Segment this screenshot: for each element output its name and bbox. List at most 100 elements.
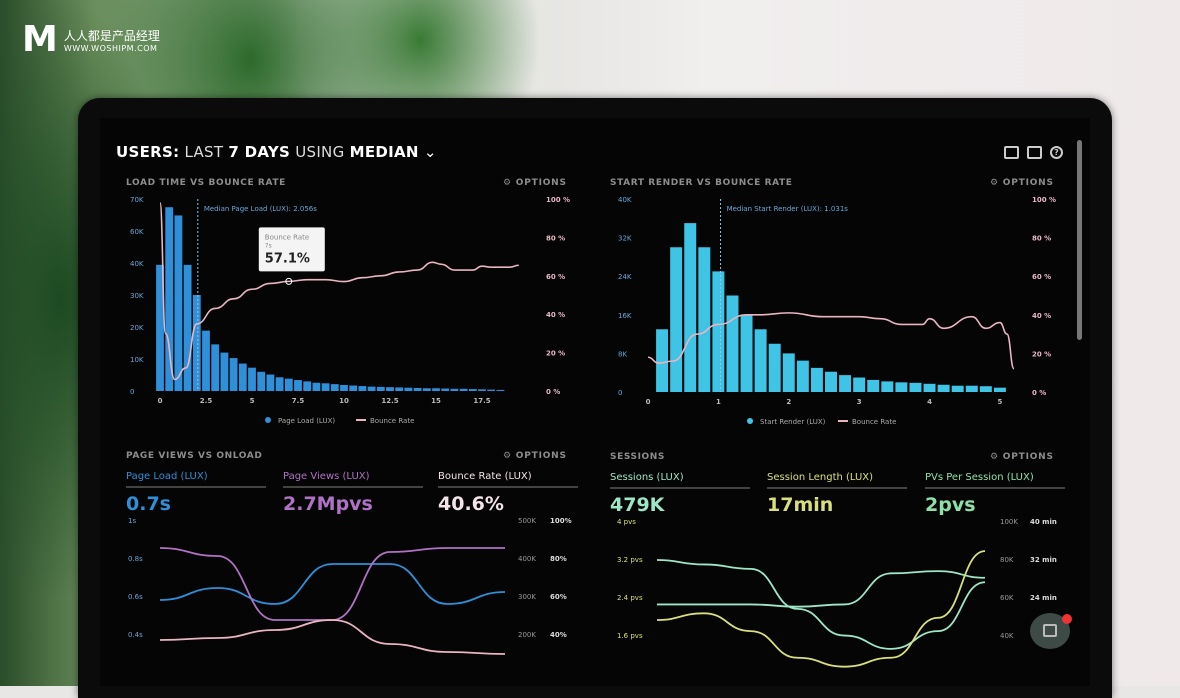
bar [796,360,809,392]
x-tick-label: 4 [927,398,932,406]
monitor-icon[interactable] [1004,146,1019,159]
stat-sessions: Sessions (LUX) 479K [610,472,750,516]
bar [754,329,767,392]
legend-swatch-bars [265,417,271,423]
bar [349,385,358,391]
series-line-blue [159,563,506,605]
x-tick-label: 1 [716,398,721,406]
bar [656,329,669,392]
options-button-views[interactable]: ⚙ OPTIONS [503,451,567,461]
panel-title-load: LOAD TIME VS BOUNCE RATE [126,178,286,188]
x-tick-label: 12.5 [381,397,398,405]
y-tick-label: 40K [130,260,144,268]
bar [684,223,697,392]
bar [376,386,385,391]
right-tick-label: 40K [1000,632,1014,640]
chat-badge [1062,614,1072,624]
right-tick-label: 32 min [1030,556,1057,564]
stat-label: PVs Per Session (LUX) [925,472,1065,489]
x-tick-label: 0 [158,397,163,405]
stat-page-views: Page Views (LUX) 2.7Mpvs [283,471,423,515]
legend-swatch-bars [747,418,753,424]
options-button-load[interactable]: ⚙ OPTIONS [503,178,567,188]
series-line-mint [656,559,986,650]
series-line-pink [159,619,506,655]
bar [712,271,725,392]
options-button-sessions[interactable]: ⚙ OPTIONS [990,452,1054,462]
stat-label: Page Load (LUX) [126,471,266,488]
bar [478,389,486,391]
right-tick-label: 80K [1000,556,1014,564]
stat-label: Sessions (LUX) [610,472,750,489]
y2-tick-label: 100 % [546,196,570,204]
watermark-logo: M 人人都是产品经理 WWW.WOSHIPM.COM [22,22,160,58]
bar [321,383,330,391]
dashboard-title[interactable]: USERS: LAST 7 DAYS USING MEDIAN ⌄ [116,143,437,161]
header-icons: ? [1004,146,1063,159]
bar [909,382,922,392]
median-label: Median Start Render (LUX): 1.031s [727,205,849,213]
right-tick-label: 400K [518,555,536,563]
bar [165,207,174,391]
y2-tick-label: 60 % [546,273,565,281]
series-line-purple [159,547,505,621]
bar [174,215,183,391]
right-tick-label: 300K [518,593,536,601]
bar [468,389,477,391]
bar [881,381,894,392]
bar [192,295,201,391]
tooltip-sub: 7s [265,242,272,249]
tooltip-value: 57.1% [265,251,310,266]
right-tick-label: 500K [518,517,536,525]
bar [284,378,293,391]
bar [275,377,284,391]
series-line-mint [657,570,986,608]
image-icon[interactable] [1027,146,1042,159]
title-users: USERS: [116,143,180,161]
bar [740,314,753,392]
bar [395,387,404,391]
x-tick-label: 2 [786,398,791,406]
y2-tick-label: 80 % [546,234,565,242]
bar [312,382,321,391]
logo-brand: 人人都是产品经理 [63,29,160,43]
stat-pvs-per-session: PVs Per Session (LUX) 2pvs [925,472,1065,516]
title-median[interactable]: MEDIAN [349,143,419,161]
help-icon[interactable]: ? [1050,146,1063,159]
bar [303,381,312,391]
chevron-down-icon[interactable]: ⌄ [423,143,437,161]
y2-tick-label: 20 % [546,350,565,358]
bar [266,374,275,391]
bar [979,386,992,392]
stat-value: 0.7s [126,493,171,515]
x-tick-label: 10 [339,397,349,405]
right-tick-label: 40% [550,631,567,639]
right-tick-label: 60K [1000,594,1014,602]
tooltip-point [285,277,293,285]
y-tick-label: 32K [618,235,632,243]
left-tick-label: 2.4 pvs [617,594,643,602]
title-last: LAST [184,143,224,161]
bar [839,375,852,392]
bar [220,352,229,391]
bar [670,247,683,392]
bar [853,377,866,392]
bar [330,384,339,391]
legend-label-bars: Page Load (LUX) [278,417,335,425]
stat-value: 479K [610,494,665,516]
x-tick-label: 0 [646,398,651,406]
x-tick-label: 15 [431,397,441,405]
left-tick-label: 3.2 pvs [617,556,643,564]
scrollbar[interactable] [1077,140,1082,340]
y2-tick-label: 0 % [546,388,560,396]
bar [340,384,348,391]
title-days[interactable]: 7 DAYS [228,143,291,161]
bar [367,386,376,391]
y2-tick-label: 100 % [1032,196,1056,204]
bar [810,367,823,392]
options-button-render[interactable]: ⚙ OPTIONS [990,178,1054,188]
median-label: Median Page Load (LUX): 2.056s [204,205,317,213]
y-tick-label: 70K [130,196,144,204]
y-tick-label: 0 [130,388,134,396]
